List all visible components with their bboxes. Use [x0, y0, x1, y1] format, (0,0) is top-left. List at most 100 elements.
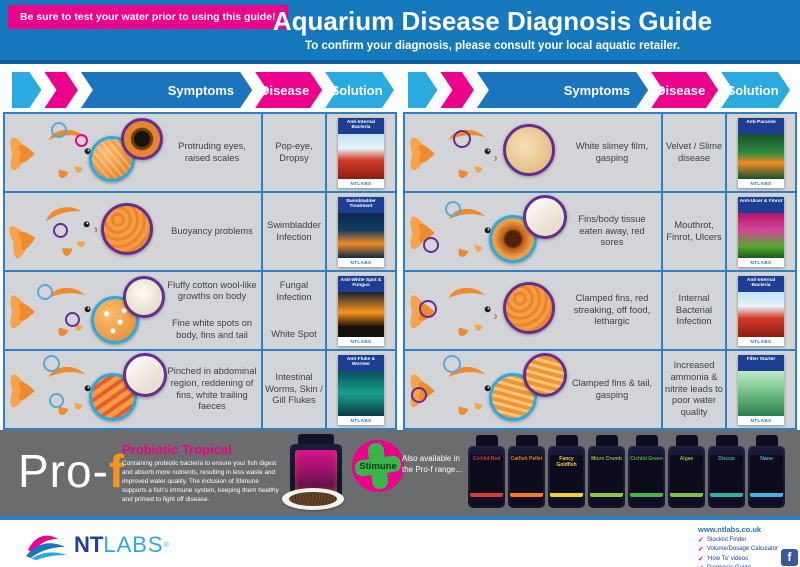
symptom-text: Clamped fins & tail, gasping [571, 377, 653, 400]
symptom-text: Fins/body tissue eaten away, red sores [578, 214, 646, 248]
product-name: Anti-Internal Bacteria [338, 117, 384, 134]
solution-arrow: Solution [325, 72, 394, 108]
bottle-body: Cichlid Green [628, 446, 665, 508]
link-label: Stockist Finder [706, 536, 747, 543]
disease-text: Increased ammonia & nitrite leads to poo… [665, 360, 723, 417]
solution-cell: Anti-White Spot & Fungus NTLABS [325, 272, 395, 349]
solution-cell: Anti-Ulcer & Finrot NTLABS [725, 193, 795, 270]
symptom-cell: Fins/body tissue eaten away, red sores [405, 193, 661, 270]
disease-cell: Swimbladder Infection [261, 193, 325, 270]
facebook-icon[interactable]: f [781, 549, 798, 566]
fish-illustration [5, 272, 165, 349]
product-description: Containing probiotic bacteria to ensure … [122, 460, 279, 503]
product-name: Swimbladder Treatment [338, 196, 384, 213]
symptom-text: White slimey film, gasping [575, 140, 649, 163]
disease-text: Internal Bacterial Infection [675, 293, 713, 327]
pro-f-logo: Pro-f [18, 444, 125, 498]
product-pack: Anti-Parasite NTLABS [738, 117, 784, 188]
symptom-text: Buoyancy problems [171, 225, 253, 236]
diagnosis-table-left: Protruding eyes, raised scales Pop-eye, … [3, 112, 397, 430]
fish-illustration [5, 193, 165, 270]
link-label: Volume/Dosage Calculator [706, 546, 778, 552]
logo-registered-mark: ® [163, 541, 169, 549]
annotation-circle [445, 201, 461, 217]
pack-brand: NTLABS [738, 336, 784, 346]
range-bottle: Nano [748, 435, 785, 509]
chevron-shape [440, 72, 473, 108]
annotation-circle [43, 355, 60, 372]
magnifier-swimbladder-icon [101, 203, 153, 255]
bottle-cap [755, 435, 778, 446]
bottle-body: Fancy Goldfish [548, 446, 585, 508]
pack-brand: NTLABS [338, 336, 384, 346]
magnifier-clamped-fin-icon [523, 353, 567, 397]
product-name: Anti-White Spot & Fungus [338, 275, 384, 292]
product-heading: Probiotic Tropical [122, 442, 232, 457]
website-url[interactable]: www.ntlabs.co.uk [698, 525, 762, 534]
bottle-stripe [510, 493, 543, 497]
chevron-shape [12, 72, 41, 108]
solution-cell: Anti-Internal Bacteria NTLABS [325, 114, 395, 191]
solution-cell: Anti-Internal Bacteria NTLABS [725, 272, 795, 349]
check-icon: ✓ [698, 564, 704, 567]
symptom-cell: Fluffy cotton wool-like growths on body F… [5, 272, 261, 349]
product-pack: Anti-Internal Bacteria NTLABS [338, 117, 384, 188]
solution-cell: Swimbladder Treatment NTLABS [325, 193, 395, 270]
header: Be sure to test your water prior to usin… [0, 0, 800, 64]
bottle-label: Algae [670, 455, 703, 497]
annotation-circle [37, 284, 53, 300]
disease-cell: Mouthrot, Finrot, Ulcers [661, 193, 725, 270]
jar-cap [298, 434, 334, 444]
product-name: Filter Starter [738, 354, 784, 371]
table-row: Buoyancy problems Swimbladder Infection … [5, 193, 395, 272]
bottle-name: Micro Crumb [591, 456, 622, 462]
disease-cell: Velvet / Slime disease [661, 114, 725, 191]
pack-brand: NTLABS [338, 415, 384, 425]
symptom-text: Clamped fins, red streaking, off food, l… [573, 293, 651, 327]
product-name: Anti-Internal Bacteria [738, 275, 784, 292]
table-row: Pinched in abdominal region, reddening o… [5, 351, 395, 428]
disease-cell: Fungal Infection White Spot [261, 272, 325, 349]
range-bottle: Algae [668, 435, 705, 509]
annotation-circle [453, 130, 471, 148]
annotation-circle [443, 355, 461, 373]
product-name: Anti-Parasite [738, 117, 784, 134]
symptom-cell: Clamped fins, red streaking, off food, l… [405, 272, 661, 349]
page-title: Aquarium Disease Diagnosis Guide [272, 6, 713, 36]
disease-text: Pop-eye, Dropsy [275, 140, 313, 163]
symptoms-arrow: Symptoms [81, 72, 252, 108]
fish-illustration [405, 114, 565, 191]
link-label: Diagnosis Guide [707, 565, 751, 567]
diagnosis-table-right: White slimey film, gasping Velvet / Slim… [403, 112, 797, 430]
product-pack: Anti-Ulcer & Finrot NTLABS [738, 196, 784, 267]
disease-arrow: Disease [651, 72, 718, 108]
link-row: ✓ Stockist Finder [698, 536, 798, 544]
product-range: Cichlid Red Catfish Pellet Fancy Goldfis… [468, 435, 785, 509]
annotation-circle [65, 312, 80, 327]
solution-cell: Anti-Fluke & Wormer NTLABS [325, 351, 395, 428]
product-pack: Filter Starter NTLABS [738, 354, 784, 425]
range-bottle: Discus [708, 435, 745, 509]
annotation-circle [411, 387, 427, 403]
bottle-cap [715, 435, 738, 446]
solution-arrow: Solution [721, 72, 790, 108]
symptom-cell: Protruding eyes, raised scales [5, 114, 261, 191]
solution-cell: Anti-Parasite NTLABS [725, 114, 795, 191]
symptom-cell: Buoyancy problems [5, 193, 261, 270]
table-row: Protruding eyes, raised scales Pop-eye, … [5, 114, 395, 193]
bottom-bar: NT LABS ® www.ntlabs.co.uk ✓ Stockist Finde… [0, 516, 800, 567]
product-artwork [738, 370, 784, 416]
product-artwork [338, 370, 384, 416]
bottle-cap [515, 435, 538, 446]
product-name: Anti-Ulcer & Finrot [738, 196, 784, 213]
bottle-stripe [670, 493, 703, 497]
symptom-cell: White slimey film, gasping [405, 114, 661, 191]
range-bottle: Micro Crumb [588, 435, 625, 509]
fish-illustration [405, 351, 567, 428]
product-pack: Anti-Fluke & Wormer NTLABS [338, 354, 384, 425]
chevron-shape [408, 72, 437, 108]
bottle-name: Cichlid Red [472, 456, 501, 462]
bottle-cap [675, 435, 698, 446]
magnifier-slime-film-icon [503, 124, 555, 176]
product-artwork [338, 133, 384, 179]
